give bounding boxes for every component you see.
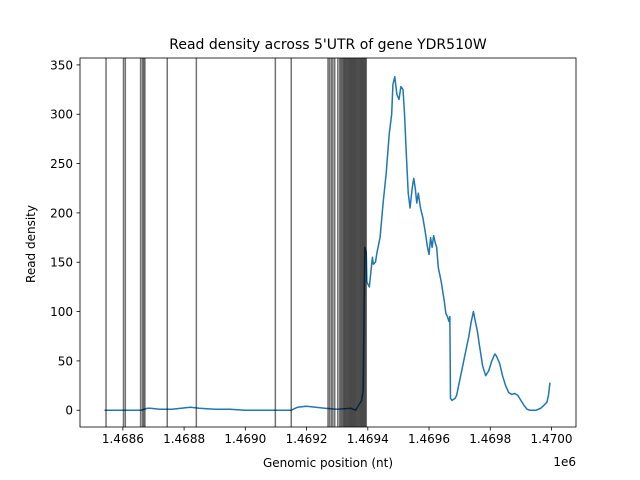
x-tick-label: 1.4698 — [469, 432, 511, 446]
x-tick-label: 1.4696 — [408, 432, 450, 446]
chart-title: Read density across 5'UTR of gene YDR510… — [169, 37, 487, 53]
x-tick-label: 1.4700 — [531, 432, 573, 446]
y-tick-label: 100 — [50, 305, 73, 319]
y-axis-label: Read density — [24, 205, 38, 283]
x-tick-label: 1.4688 — [163, 432, 205, 446]
x-tick-label: 1.4694 — [347, 432, 389, 446]
y-tick-label: 300 — [50, 108, 73, 122]
x-tick-label: 1.4692 — [286, 432, 328, 446]
axes-frame — [79, 57, 577, 428]
x-tick-label: 1.4686 — [102, 432, 144, 446]
y-tick-label: 250 — [50, 157, 73, 171]
x-axis-label: Genomic position (nt) — [263, 456, 393, 470]
series-line-1 — [104, 76, 551, 411]
y-tick-label: 0 — [65, 404, 73, 418]
y-tick-label: 200 — [50, 206, 73, 220]
y-tick-label: 150 — [50, 256, 73, 270]
y-tick-label: 350 — [50, 58, 73, 72]
axes: 1.4686 1.4688 1.4690 1.4692 1.4694 1.4696 1.46… — [50, 57, 577, 446]
y-tick-label: 50 — [58, 354, 73, 368]
plot-area — [104, 58, 551, 427]
x-tick-label: 1.4690 — [224, 432, 266, 446]
x-axis-offset-label: 1e6 — [553, 455, 576, 469]
